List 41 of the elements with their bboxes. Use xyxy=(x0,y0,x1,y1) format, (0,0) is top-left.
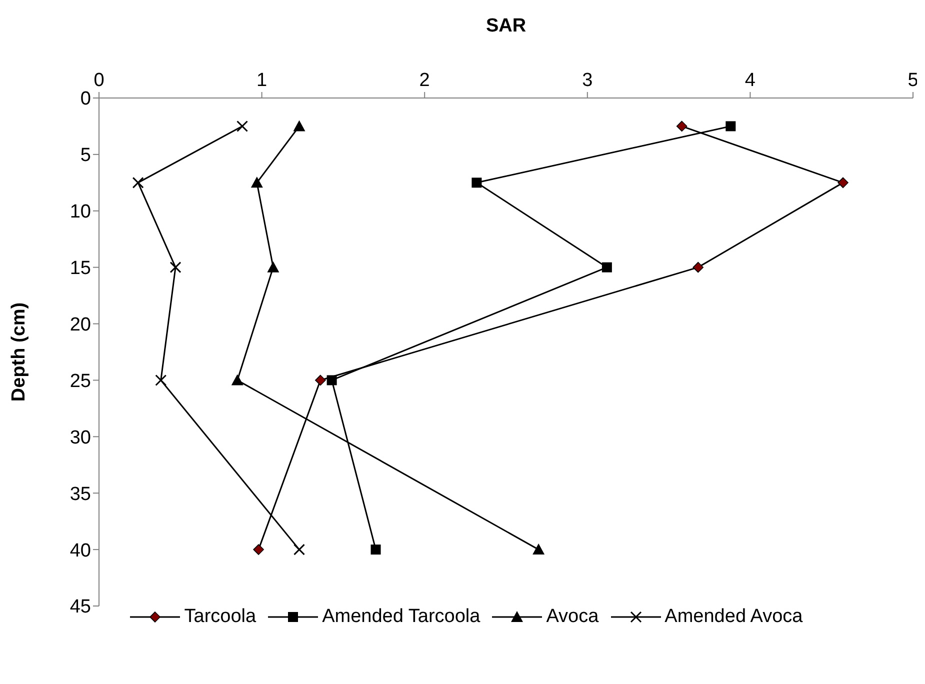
y-tick-label: 20 xyxy=(70,314,91,336)
point xyxy=(472,178,482,188)
point xyxy=(838,177,848,188)
point xyxy=(676,120,688,132)
point xyxy=(293,544,305,556)
point xyxy=(267,261,280,272)
x-tick-label: 1 xyxy=(256,70,268,91)
y-tick-label: 30 xyxy=(70,427,91,448)
x-tick-label: 4 xyxy=(744,70,756,91)
point xyxy=(132,176,144,188)
point xyxy=(692,262,704,273)
x-tick-label: 2 xyxy=(419,70,430,91)
point xyxy=(315,374,326,386)
point xyxy=(231,374,244,386)
y-tick-label: 0 xyxy=(80,88,91,110)
point xyxy=(602,262,612,272)
y-tick-label: 35 xyxy=(70,484,91,505)
legend-label: Amended Avoca xyxy=(664,606,803,628)
x-tick-label: 3 xyxy=(582,70,593,91)
point xyxy=(155,374,167,386)
y-axis-title: Depth (cm) xyxy=(8,302,30,402)
point xyxy=(250,176,263,188)
y-tick-label: 25 xyxy=(70,370,91,392)
legend-label: Tarcoola xyxy=(184,606,256,628)
point xyxy=(370,544,381,555)
x-axis-title: SAR xyxy=(486,15,526,36)
legend-label: Avoca xyxy=(546,606,599,628)
legend-label: Amended Tarcoola xyxy=(322,606,480,628)
point xyxy=(532,544,545,555)
point xyxy=(253,544,264,555)
point xyxy=(326,375,337,386)
y-tick-label: 15 xyxy=(70,258,91,280)
point xyxy=(236,120,248,132)
y-tick-label: 45 xyxy=(70,596,91,618)
point xyxy=(293,120,306,132)
y-tick-label: 10 xyxy=(70,202,91,223)
y-tick-label: 5 xyxy=(80,145,91,166)
point xyxy=(170,262,182,274)
point xyxy=(726,121,736,132)
x-tick-label: 0 xyxy=(94,70,104,91)
y-tick-label: 40 xyxy=(70,540,91,562)
